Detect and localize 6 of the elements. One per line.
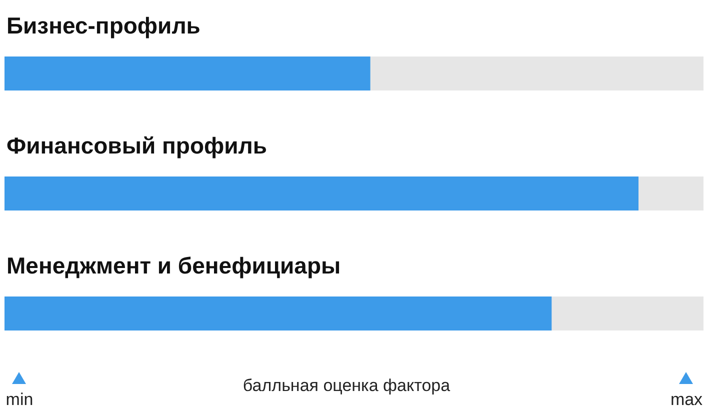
- text: min: [6, 390, 34, 409]
- y-tick-label: Бизнес-профиль: [6, 12, 200, 38]
- y-tick-label: Менеджмент и бенефициары: [6, 252, 341, 278]
- x-axis-title: балльная оценка фактора: [242, 376, 451, 395]
- y-tick-label: Финансовый профиль: [6, 132, 268, 158]
- text: max: [670, 390, 704, 409]
